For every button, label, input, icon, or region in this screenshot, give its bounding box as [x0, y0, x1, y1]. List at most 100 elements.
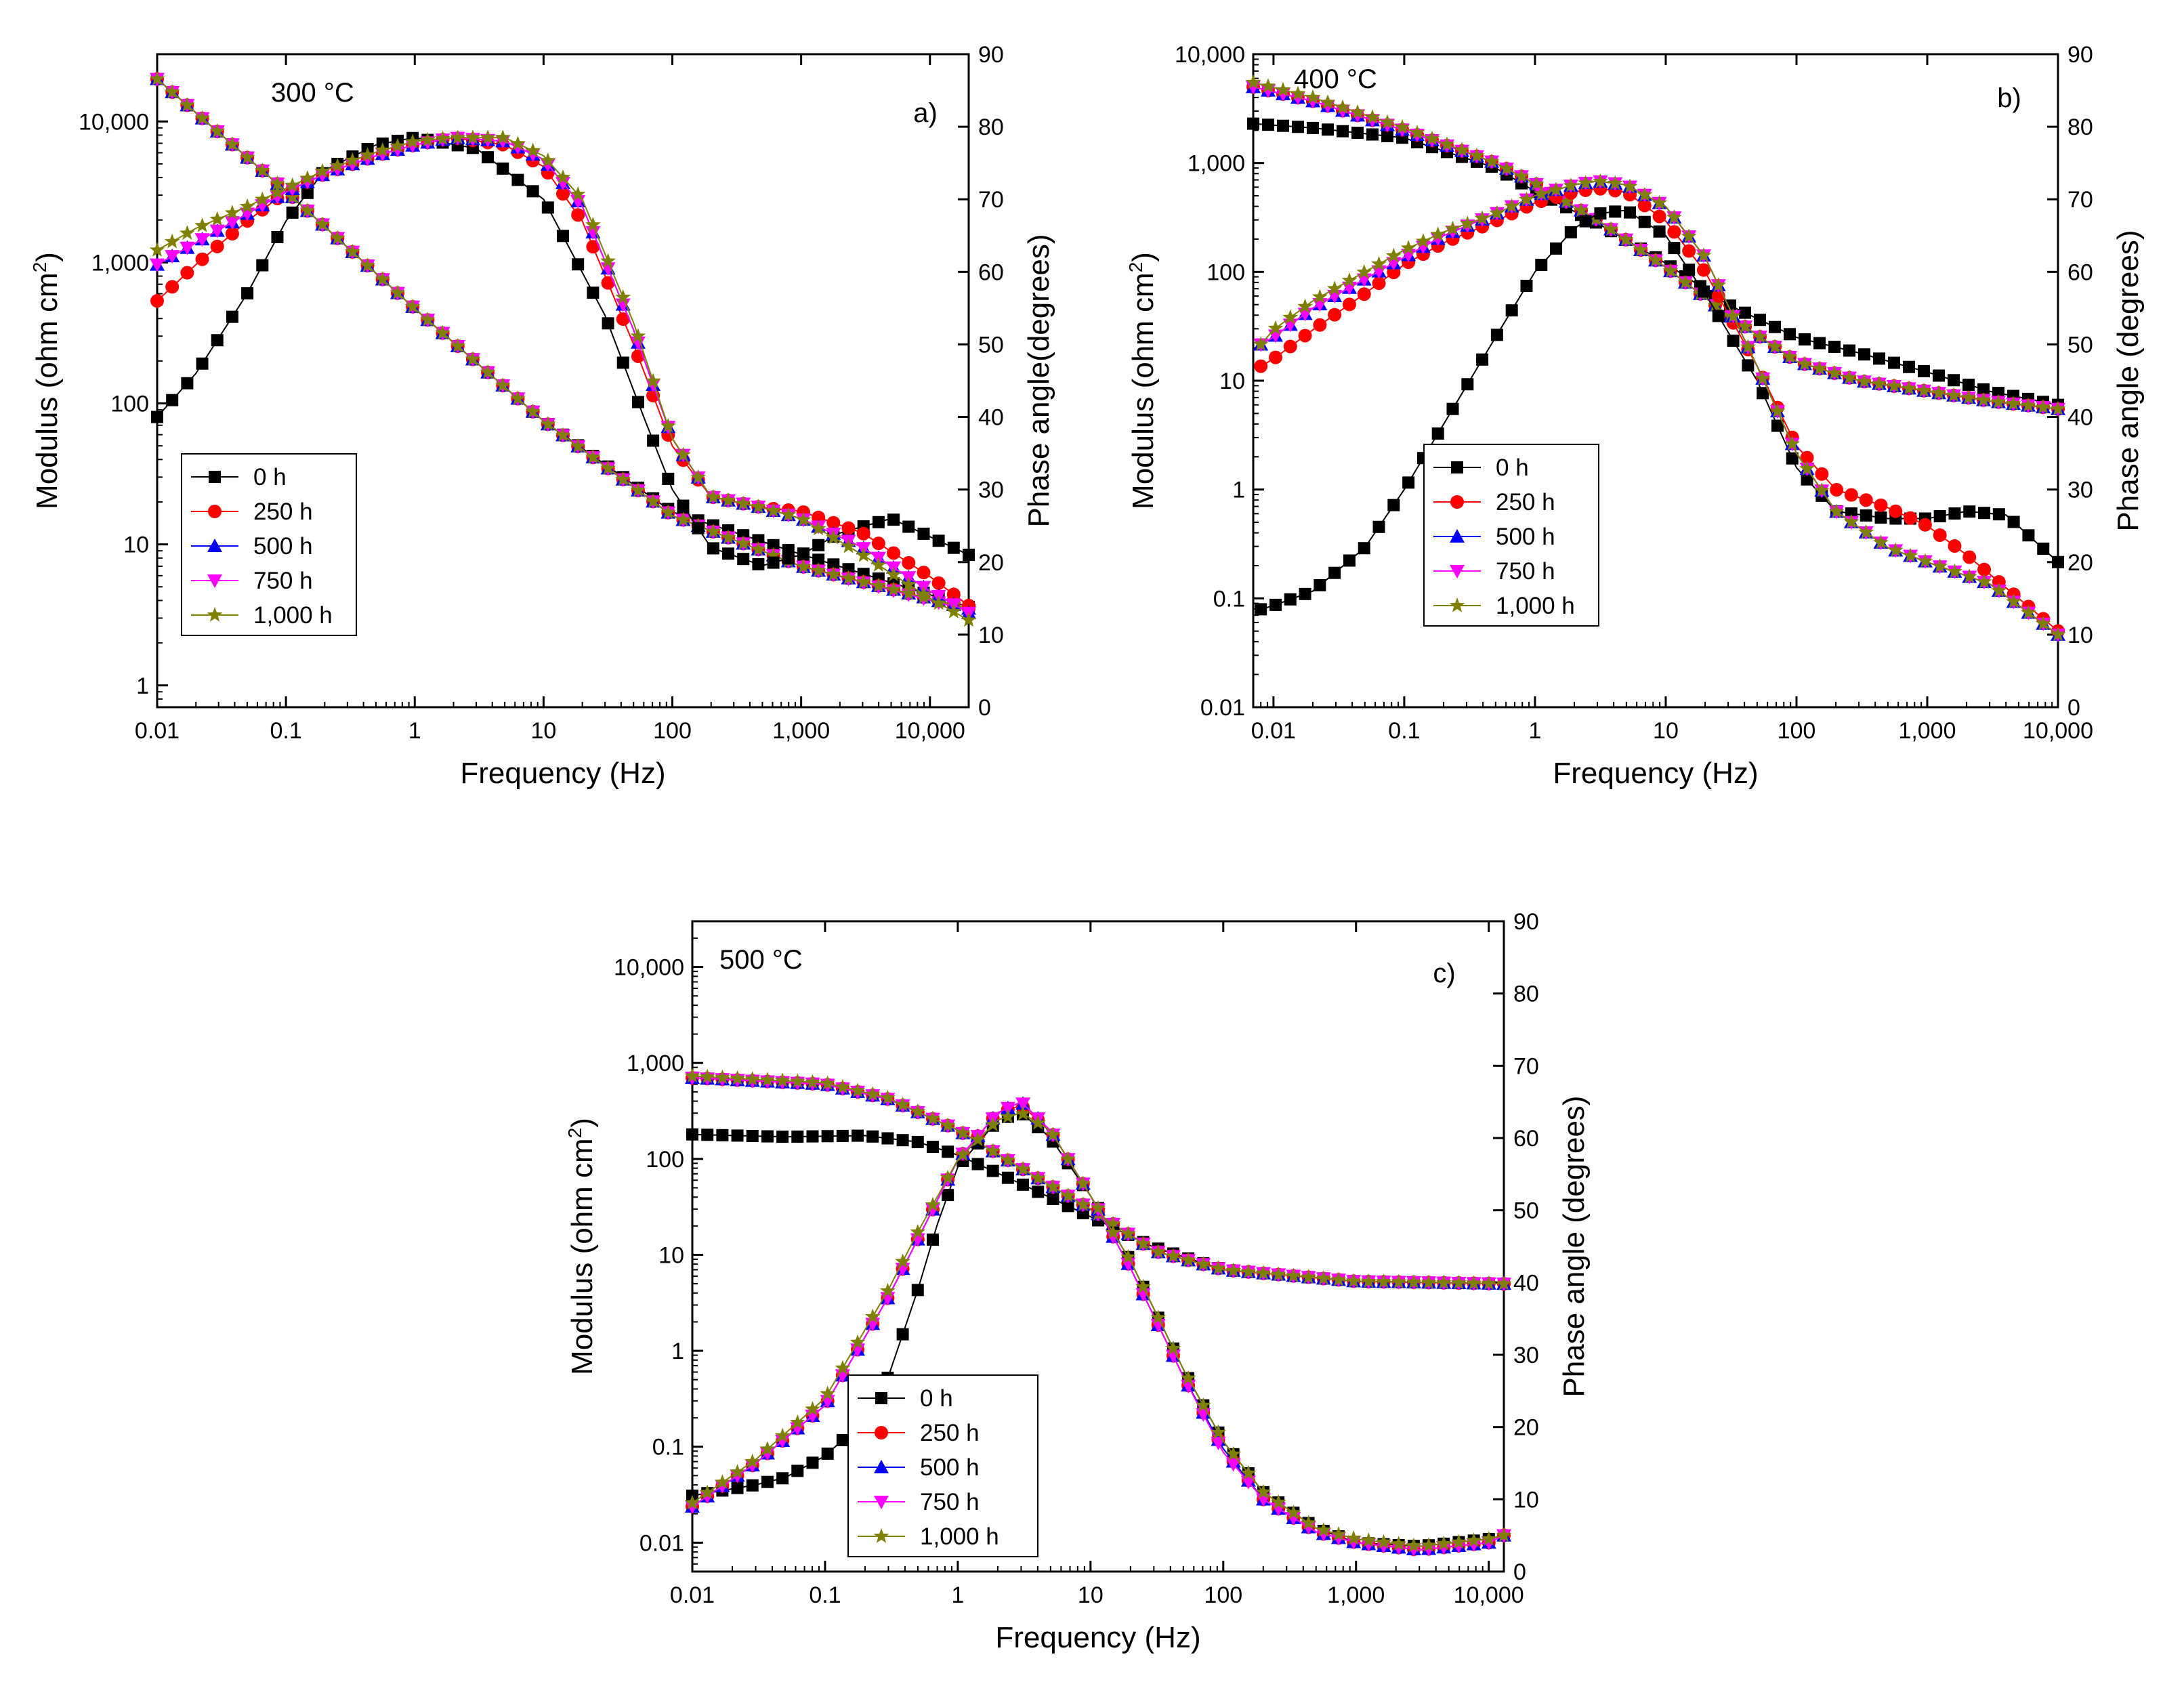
phase-marker: [525, 142, 541, 158]
plot-frame: [691, 920, 1505, 1573]
modulus-marker: [885, 581, 902, 597]
phase-marker: [1594, 207, 1607, 220]
phase-marker: [1593, 173, 1608, 188]
phase-marker: [166, 394, 179, 406]
phase-marker: [887, 546, 901, 560]
phase-line: [692, 1112, 1505, 1547]
phase-marker: [1269, 598, 1282, 611]
phase-marker: [887, 513, 900, 526]
legend-marker: [1450, 529, 1465, 543]
modulus-marker: [1301, 1269, 1316, 1284]
modulus-marker: [765, 547, 781, 562]
modulus-marker: [585, 449, 601, 464]
modulus-marker: [925, 1110, 941, 1125]
phase-marker: [299, 170, 316, 185]
phase-marker: [1683, 264, 1696, 276]
y2-tick-label: 90: [1513, 909, 1539, 935]
phase-marker: [782, 552, 795, 565]
phase-marker: [419, 131, 436, 147]
y2-tick-label: 30: [978, 478, 1004, 503]
modulus-marker: [1975, 392, 1992, 407]
modulus-marker: [1060, 1187, 1076, 1202]
y-tick-label: 1: [671, 1339, 684, 1364]
phase-marker: [662, 472, 675, 485]
x-axis-title: Frequency (Hz): [995, 1621, 1200, 1654]
phase-marker: [746, 1479, 759, 1492]
modulus-marker: [1421, 1274, 1437, 1289]
y2-tick-label: 10: [978, 623, 1004, 648]
y-axis-title-main: Modulus (ohm cm: [1127, 272, 1160, 509]
phase-marker: [1653, 225, 1666, 238]
phase-marker: [699, 1484, 715, 1500]
phase-marker: [1254, 359, 1268, 373]
modulus-marker: [896, 1134, 909, 1147]
y2-tick-label: 0: [2067, 695, 2080, 721]
phase-marker: [2022, 529, 2035, 542]
y-tick-label: 100: [1206, 259, 1245, 285]
modulus-marker: [720, 529, 736, 545]
phase-marker: [1270, 1494, 1286, 1509]
y-tick-label: 100: [646, 1147, 684, 1173]
phase-marker: [1727, 334, 1740, 347]
legend-marker: [875, 1392, 887, 1404]
phase-marker: [2037, 543, 2050, 555]
phase-marker: [826, 515, 841, 530]
y-tick-label: 100: [110, 392, 149, 417]
modulus-marker: [209, 123, 226, 138]
modulus-marker: [1933, 369, 1945, 382]
phase-marker: [1406, 1537, 1422, 1553]
x-axis-title: Frequency (Hz): [1553, 757, 1758, 790]
phase-marker: [1446, 402, 1459, 415]
modulus-marker: [870, 577, 887, 593]
phase-marker: [209, 224, 225, 238]
phase-marker: [271, 231, 284, 244]
modulus-marker: [1047, 1192, 1059, 1205]
modulus-marker: [1603, 221, 1619, 236]
phase-marker: [715, 1474, 730, 1489]
phase-marker: [286, 206, 299, 219]
modulus-marker: [836, 1129, 849, 1142]
modulus-marker: [825, 566, 841, 581]
modulus-marker: [1828, 341, 1841, 354]
phase-marker: [1313, 318, 1327, 332]
modulus-series-1000h: [684, 1068, 1512, 1290]
modulus-marker: [1841, 369, 1857, 385]
phase-marker: [1301, 1515, 1316, 1530]
modulus-marker: [735, 535, 751, 550]
phase-marker: [900, 576, 917, 591]
y2-axis-title: Phase angle(degrees): [1022, 234, 1055, 528]
y2-tick-label: 20: [978, 550, 1004, 576]
modulus-marker: [684, 1068, 700, 1083]
phase-marker: [1372, 520, 1385, 533]
phase-marker: [1298, 329, 1312, 343]
phase-marker: [1624, 206, 1637, 219]
phase-marker: [731, 1481, 744, 1494]
y-tick-label: 0.01: [639, 1530, 684, 1556]
modulus-marker: [1245, 74, 1261, 89]
phase-marker: [1874, 498, 1888, 512]
phase-marker: [1481, 1531, 1497, 1546]
phase-marker: [1976, 574, 1992, 589]
legend-marker: [209, 471, 221, 483]
phase-marker: [1666, 209, 1682, 224]
modulus-marker: [1977, 383, 1990, 396]
modulus-marker: [1797, 356, 1813, 371]
phase-marker: [1299, 587, 1311, 600]
y-axis-title-end: ): [30, 252, 64, 262]
modulus-marker: [774, 1072, 791, 1088]
modulus-marker: [1351, 127, 1364, 140]
modulus-marker: [1225, 1262, 1242, 1278]
legend: 0 h 250 h 500 h 750 h 1,000 h: [181, 453, 357, 636]
phase-marker: [285, 177, 301, 192]
legend-marker: [207, 607, 223, 622]
phase-marker: [931, 576, 946, 590]
y-axis-title-end: ): [1127, 252, 1160, 262]
phase-marker: [1211, 1424, 1226, 1439]
x-axis-title: Frequency (Hz): [460, 757, 665, 790]
modulus-marker: [1707, 297, 1723, 312]
phase-marker: [375, 142, 391, 157]
y2-axis-title: Phase angle (degrees): [2112, 230, 2145, 531]
phase-marker: [896, 1328, 909, 1341]
phase-marker: [209, 211, 226, 226]
phase-marker: [211, 334, 224, 347]
